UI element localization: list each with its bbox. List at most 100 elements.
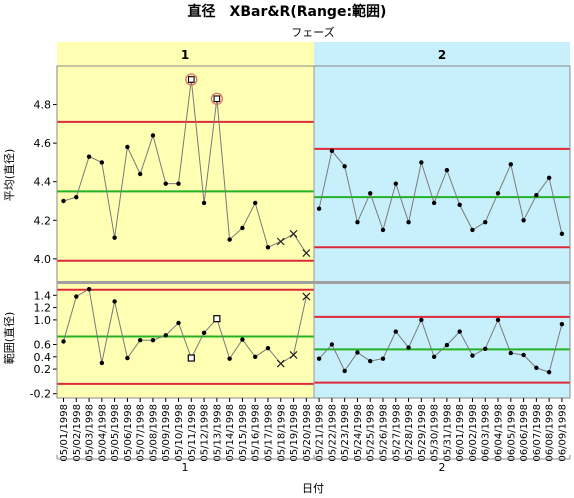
- xbar-point: [368, 191, 373, 196]
- x-tick-label: 06/07/1998: [532, 404, 543, 462]
- range-point: [431, 354, 437, 359]
- range-point: [483, 346, 488, 352]
- range-point: [355, 350, 360, 355]
- xbar-point-flag: [185, 73, 198, 86]
- xbar-point: [227, 237, 232, 242]
- phase-2-header-label: 2: [438, 48, 446, 62]
- xbar-point: [393, 181, 398, 186]
- x-tick-label: 05/23/1998: [340, 404, 351, 462]
- range-y-tick-label: 1.4: [34, 289, 52, 302]
- xbar-point: [316, 206, 322, 211]
- x-tick-label: 05/29/1998: [417, 404, 428, 462]
- xbar-point: [150, 133, 156, 138]
- range-point: [125, 355, 130, 361]
- range-point: [276, 359, 285, 368]
- x-tick-label: 05/26/1998: [379, 404, 390, 462]
- xbar-y-tick-label: 4.8: [34, 99, 52, 112]
- x-tick-label: 05/28/1998: [404, 404, 415, 462]
- range-point: [176, 320, 181, 326]
- xbar-point: [163, 181, 168, 186]
- xbar-point: [112, 235, 117, 240]
- xbar-point: [546, 175, 552, 181]
- xbar-point: [61, 198, 66, 204]
- range-point: [368, 358, 373, 364]
- x-tick-label: 05/27/1998: [391, 404, 402, 462]
- xbar-point: [329, 148, 335, 154]
- x-tick-label: 05/02/1998: [72, 404, 83, 462]
- xbar-point: [276, 237, 285, 246]
- xbar-point: [137, 171, 143, 177]
- xbar-point: [289, 229, 298, 238]
- x-tick-label: 05/01/1998: [59, 404, 70, 462]
- range-point: [289, 351, 298, 359]
- x-tick-label: 05/13/1998: [212, 404, 223, 462]
- x-tick-label: 05/12/1998: [200, 404, 211, 462]
- range-point: [457, 329, 462, 334]
- range-point: [342, 368, 347, 374]
- x-tick-label: 05/14/1998: [225, 404, 236, 462]
- range-point: [253, 354, 258, 359]
- phase-2-header: [314, 42, 570, 66]
- xbar-point: [380, 227, 386, 233]
- x-tick-label: 05/30/1998: [430, 404, 441, 462]
- x-tick-label: 06/03/1998: [481, 404, 492, 462]
- range-point: [240, 337, 245, 342]
- xbar-point: [483, 220, 488, 225]
- xbar-point: [176, 181, 181, 186]
- x-tick-label: 06/02/1998: [468, 404, 479, 462]
- range-point: [380, 356, 386, 361]
- x-tick-label: 06/04/1998: [494, 404, 505, 462]
- xbar-point: [444, 167, 450, 173]
- xbar-point: [86, 154, 92, 159]
- panel-separator: [57, 281, 570, 284]
- xbar-point: [419, 160, 424, 165]
- xbar-point: [240, 225, 245, 231]
- range-point: [201, 330, 207, 336]
- x-tick-label: 05/31/1998: [442, 404, 453, 462]
- x-tick-label: 05/05/1998: [110, 404, 121, 462]
- xbar-point: [559, 231, 565, 236]
- range-y-tick-label: 0.2: [34, 363, 52, 376]
- x-tick-label: 05/21/1998: [315, 404, 326, 462]
- x-tick-label: 06/05/1998: [506, 404, 517, 462]
- xbar-point: [99, 160, 105, 165]
- range-phase-1-background: [57, 283, 314, 398]
- range-point: [99, 360, 105, 366]
- xbar-point: [355, 220, 360, 225]
- x-tick-label: 05/19/1998: [289, 404, 300, 462]
- range-point: [74, 294, 79, 299]
- phase-axis-label: フェーズ: [291, 25, 334, 39]
- range-point: [546, 369, 552, 375]
- xbar-point: [534, 193, 539, 198]
- range-y-tick-label: 1.0: [34, 314, 52, 327]
- xbar-point: [431, 200, 437, 206]
- range-y-tick-label: 0.4: [34, 351, 52, 364]
- x-tick-label: 05/10/1998: [174, 404, 185, 462]
- range-point: [406, 345, 411, 350]
- xbar-point: [125, 144, 130, 150]
- xbar-point: [470, 227, 475, 233]
- range-point: [495, 317, 501, 323]
- range-point: [470, 353, 475, 358]
- x-tick-label: 06/06/1998: [519, 404, 530, 462]
- range-point: [112, 299, 117, 304]
- range-phase-2-background: [314, 283, 570, 398]
- range-point: [444, 342, 450, 348]
- xbar-point-flag: [210, 92, 224, 105]
- range-point: [534, 365, 539, 371]
- range-y-axis-label: 範囲(直径): [2, 312, 16, 365]
- xbar-phase-2-background: [314, 66, 570, 282]
- range-point: [393, 329, 398, 334]
- range-point: [227, 356, 232, 361]
- xbar-point: [187, 76, 195, 83]
- x-group-1-label: 1: [182, 461, 189, 474]
- range-point: [86, 286, 92, 292]
- range-y-tick-label: 0.6: [34, 338, 52, 351]
- x-tick-label: 06/09/1998: [557, 404, 568, 462]
- xbar-y-tick-label: 4.2: [34, 214, 52, 227]
- xbar-point: [253, 200, 258, 206]
- xbar-y-tick-label: 4.4: [34, 176, 52, 189]
- xbar-point: [406, 220, 411, 225]
- range-point: [187, 354, 195, 362]
